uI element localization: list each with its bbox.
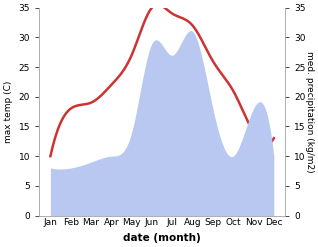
- Y-axis label: max temp (C): max temp (C): [4, 80, 13, 143]
- X-axis label: date (month): date (month): [123, 233, 201, 243]
- Y-axis label: med. precipitation (kg/m2): med. precipitation (kg/m2): [305, 51, 314, 172]
